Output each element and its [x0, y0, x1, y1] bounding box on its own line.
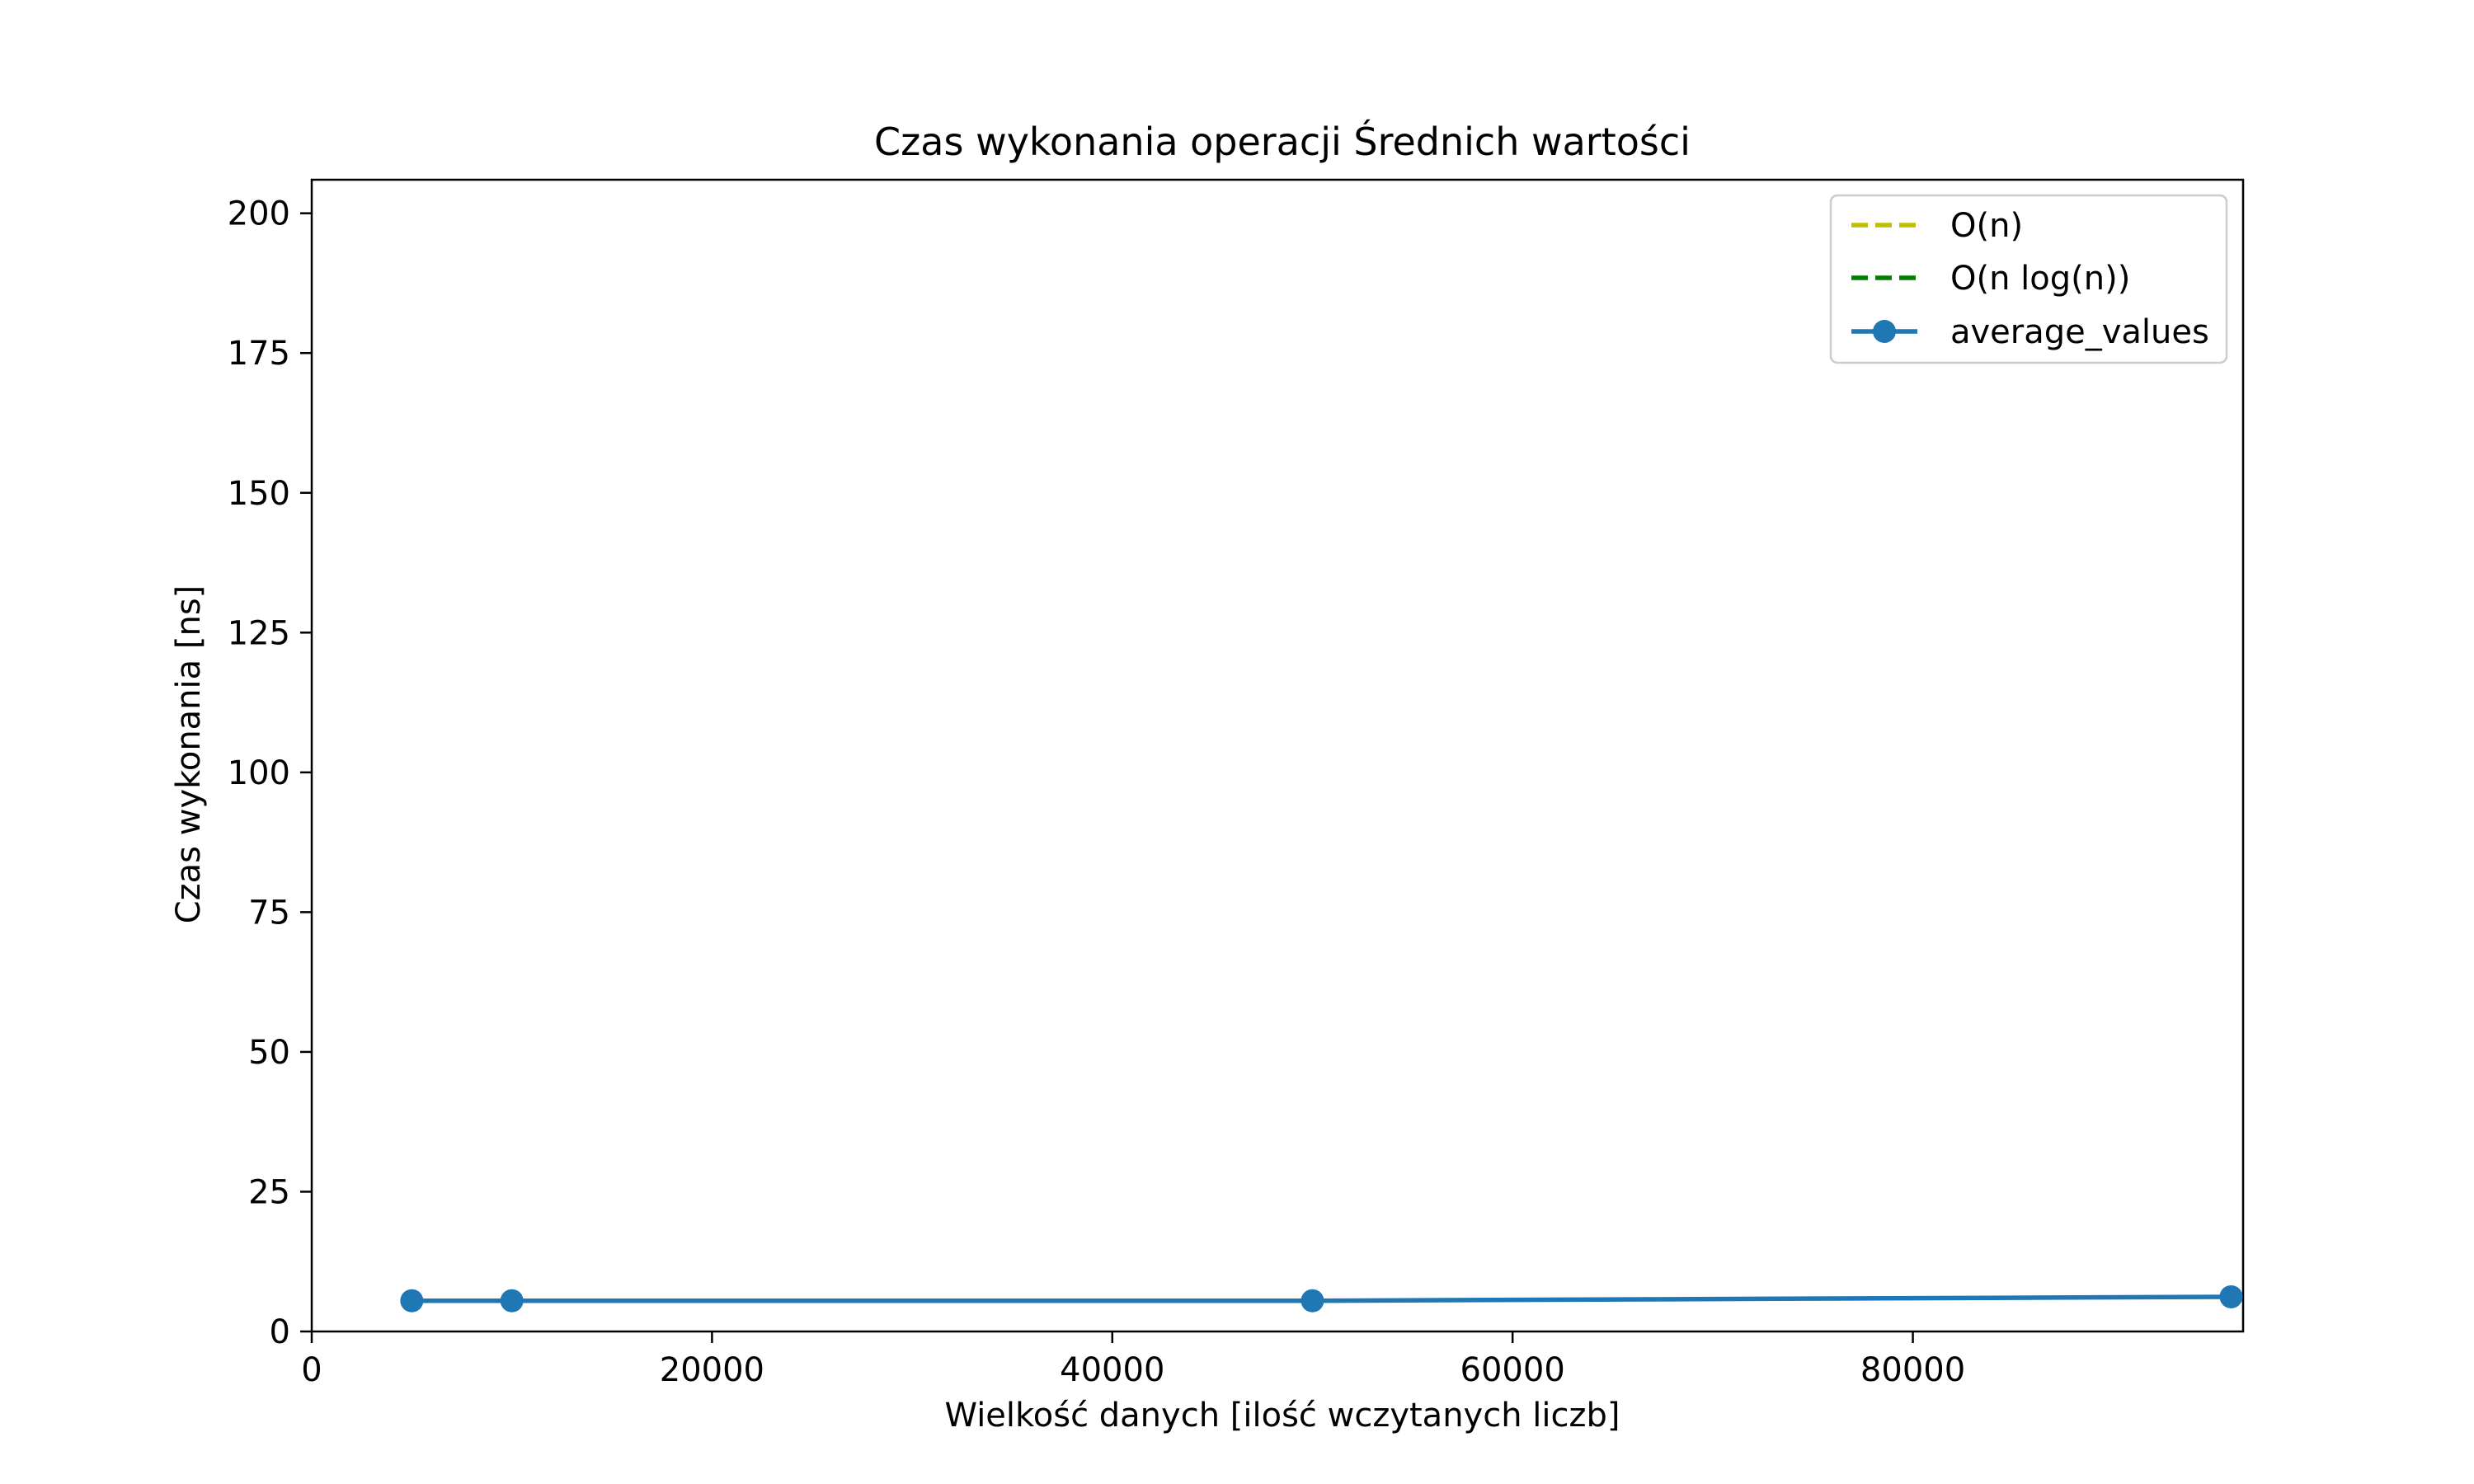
x-tick-label: 60000	[1460, 1351, 1565, 1389]
y-axis-label: Czas wykonania [ns]	[170, 585, 208, 924]
y-tick-label: 150	[228, 475, 290, 513]
y-tick-label: 75	[248, 894, 290, 932]
y-tick-label: 125	[228, 614, 290, 652]
x-tick-label: 20000	[660, 1351, 764, 1389]
series-layer	[400, 1284, 2243, 1313]
y-axis-ticks: 0 25 50 75 100 125 150 175 200	[228, 195, 312, 1351]
axes-frame	[310, 178, 2245, 1333]
x-tick-label: 80000	[1860, 1351, 1965, 1389]
y-tick-label: 100	[228, 754, 290, 792]
x-tick-label: 0	[301, 1351, 322, 1389]
y-tick-label: 50	[248, 1034, 290, 1072]
y-tick-label: 0	[270, 1313, 290, 1351]
y-tick-label: 175	[228, 335, 290, 373]
chart-title: Czas wykonania operacji Średnich wartośc…	[874, 120, 1691, 164]
x-axis-label: Wielkość danych [ilość wczytanych liczb]	[945, 1397, 1620, 1435]
legend-marker	[1873, 320, 1896, 343]
series-line-average-values	[412, 1294, 2232, 1303]
legend-box	[1829, 194, 2228, 364]
data-point	[400, 1289, 424, 1313]
data-point	[500, 1289, 524, 1313]
plot-area	[310, 178, 2245, 1333]
data-point	[1300, 1289, 1324, 1313]
x-axis-ticks: 0 20000 40000 60000 80000	[301, 1331, 1965, 1389]
legend-label: O(n)	[1950, 207, 2023, 245]
y-tick-label: 200	[228, 195, 290, 233]
legend-label: average_values	[1950, 313, 2209, 351]
x-tick-label: 40000	[1060, 1351, 1164, 1389]
y-tick-label: 25	[248, 1173, 290, 1211]
data-point	[2219, 1284, 2243, 1308]
legend-label: O(n log(n))	[1950, 260, 2130, 298]
legend: O(n) O(n log(n)) average_values	[1829, 194, 2228, 364]
legend-items: O(n) O(n log(n)) average_values	[1851, 207, 2209, 351]
